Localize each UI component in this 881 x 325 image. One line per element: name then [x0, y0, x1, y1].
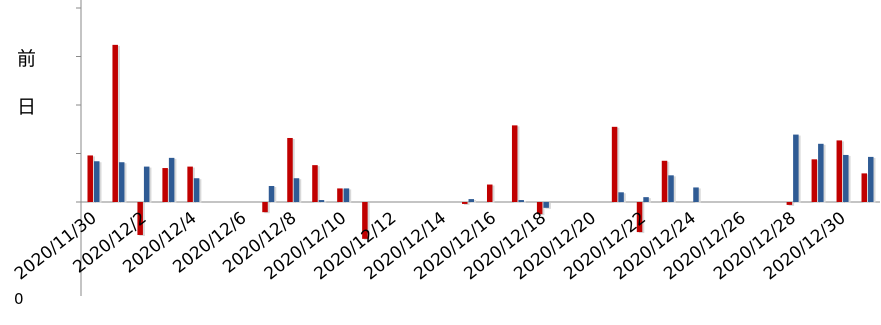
- bar-series-2: [868, 156, 874, 202]
- bar-series-1: [87, 155, 93, 202]
- bar-series-2: [843, 154, 849, 202]
- bar-series-1: [786, 202, 793, 205]
- bar-series-2: [118, 162, 125, 202]
- x-tick-labels: 2020/11/302020/12/22020/12/42020/12/6202…: [11, 208, 850, 284]
- bar-series-2: [693, 187, 699, 202]
- bar-series-1: [112, 44, 118, 202]
- bar-series-2: [143, 166, 150, 202]
- bar-series-2: [318, 200, 325, 202]
- bar-series-1: [262, 202, 268, 213]
- bar-series-1: [312, 165, 318, 202]
- bar-series-1: [337, 188, 343, 202]
- bar-series-2: [268, 185, 275, 202]
- bar-series-1: [611, 126, 618, 202]
- bar-series-2: [818, 143, 824, 202]
- bar-series-2: [193, 178, 200, 202]
- bar-series-1: [661, 160, 668, 202]
- bar-series-1: [511, 125, 518, 202]
- bar-series-1: [362, 202, 368, 239]
- bar-series-2: [518, 200, 524, 202]
- bar-series-1: [162, 168, 168, 202]
- bar-series-2: [293, 178, 300, 202]
- bar-series-2: [543, 202, 549, 208]
- bar-series-2: [643, 197, 649, 202]
- bar-series-1: [836, 140, 843, 202]
- bar-series-1: [462, 202, 468, 204]
- bar-series-1: [187, 166, 193, 202]
- bar-series-1: [486, 184, 493, 202]
- bar-series-2: [793, 134, 799, 202]
- bar-series-1: [636, 202, 643, 233]
- corner-label: 0: [14, 290, 24, 308]
- chart-axes: [76, 0, 880, 296]
- bar-series-1: [137, 202, 143, 235]
- chart-bars: [87, 44, 876, 240]
- bar-shadow: [520, 201, 526, 203]
- bar-series-2: [668, 175, 674, 202]
- bar-series-1: [536, 202, 543, 215]
- bar-series-1: [287, 137, 293, 202]
- bar-series-2: [468, 199, 475, 202]
- bar-series-1: [861, 173, 868, 202]
- bar-series-2: [618, 192, 624, 202]
- bar-series-2: [93, 161, 100, 202]
- y-axis-label-char-1: 前: [17, 48, 37, 70]
- bar-shadow: [320, 201, 327, 203]
- bar-series-2: [168, 157, 175, 202]
- bar-series-2: [343, 188, 350, 202]
- bar-series-1: [811, 159, 818, 202]
- y-axis-label-char-2: 日: [17, 96, 37, 118]
- bar-shadow: [464, 203, 470, 205]
